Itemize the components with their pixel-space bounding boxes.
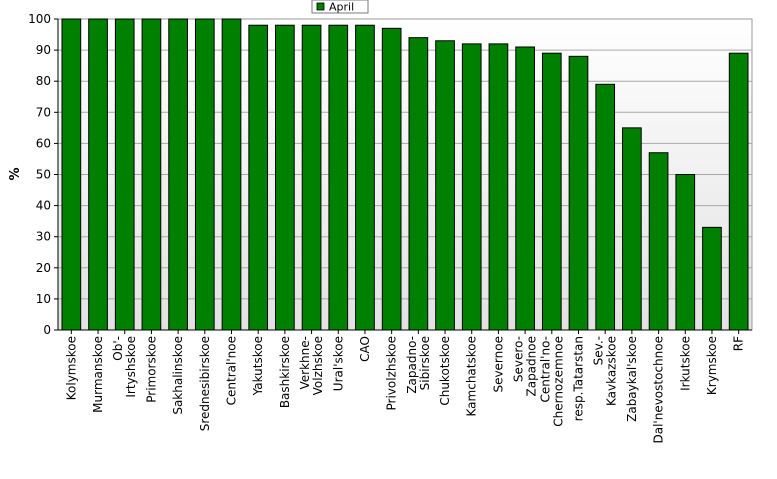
bar[interactable] bbox=[301, 24, 322, 331]
x-tick-label: Primorskoe bbox=[144, 336, 158, 403]
y-tick-label: 100 bbox=[28, 12, 51, 26]
bar[interactable] bbox=[568, 55, 589, 331]
bar[interactable] bbox=[435, 40, 455, 331]
bar[interactable] bbox=[114, 18, 135, 331]
bar[interactable] bbox=[275, 24, 295, 331]
x-axis: Kolymskoe Murmanskoe Ob'- Irtyshskoe Primors… bbox=[58, 329, 752, 444]
x-tick-label: Ob'- bbox=[111, 336, 125, 361]
y-tick-label: 80 bbox=[36, 74, 51, 88]
bar[interactable] bbox=[355, 24, 375, 331]
bar[interactable] bbox=[648, 152, 669, 331]
bar[interactable] bbox=[88, 18, 108, 331]
y-axis-label: % bbox=[8, 167, 23, 180]
bar[interactable] bbox=[248, 24, 269, 331]
bar[interactable] bbox=[221, 18, 242, 331]
x-tick-label: Bashkirskoe bbox=[278, 336, 292, 408]
bar[interactable] bbox=[488, 43, 509, 331]
x-tick-label: CAO bbox=[358, 336, 372, 362]
x-tick-label: Yakutskoe bbox=[251, 336, 265, 396]
x-tick-label: Irkutskoe bbox=[678, 336, 692, 391]
bar[interactable] bbox=[381, 27, 402, 331]
bar[interactable] bbox=[141, 18, 162, 331]
x-tick-label: Volzhskoe bbox=[311, 336, 325, 395]
x-tick-label: resp.Tatarstan bbox=[572, 336, 586, 421]
y-tick-label: 20 bbox=[36, 261, 51, 275]
legend-swatch bbox=[316, 2, 325, 11]
x-tick-label: Krymskoe bbox=[705, 336, 719, 395]
x-tick-label: Sev.- bbox=[592, 336, 606, 365]
y-tick-label: 70 bbox=[36, 105, 51, 119]
x-tick-label: Zabaykal'skoe bbox=[625, 336, 639, 422]
y-tick-label: 90 bbox=[36, 43, 51, 57]
x-tick-label: Severnoe bbox=[491, 336, 505, 393]
y-tick-label: 30 bbox=[36, 230, 51, 244]
x-tick-label: Verkhne- bbox=[298, 336, 312, 389]
x-tick-label: Kamchatskoe bbox=[465, 336, 479, 416]
x-tick-label: Chukotskoe bbox=[438, 336, 452, 406]
legend-box bbox=[311, 0, 369, 14]
x-tick-label: Murmanskoe bbox=[91, 336, 105, 413]
bar[interactable] bbox=[408, 37, 429, 331]
x-tick-label: Ural'skoe bbox=[331, 336, 345, 391]
legend[interactable]: April bbox=[311, 0, 369, 14]
x-tick-label: Central'noe bbox=[225, 336, 239, 405]
bar[interactable] bbox=[702, 226, 722, 331]
bars bbox=[61, 18, 749, 331]
x-tick-label: Zapadno- bbox=[405, 336, 419, 394]
bar[interactable] bbox=[461, 43, 482, 331]
y-tick-label: 40 bbox=[36, 199, 51, 213]
bar[interactable] bbox=[515, 46, 535, 331]
x-tick-label: Sakhalinskoe bbox=[171, 336, 185, 415]
x-tick-label: Central'no- bbox=[538, 336, 552, 403]
y-tick-label: 10 bbox=[36, 292, 51, 306]
x-tick-label: Kavkazskoe bbox=[605, 336, 619, 406]
bar[interactable] bbox=[328, 24, 349, 331]
bar[interactable] bbox=[728, 52, 749, 331]
bar[interactable] bbox=[675, 174, 696, 331]
legend-label: April bbox=[329, 1, 354, 14]
bar[interactable] bbox=[622, 127, 642, 331]
bar[interactable] bbox=[595, 83, 616, 331]
bar[interactable] bbox=[168, 18, 188, 331]
y-tick-label: 50 bbox=[36, 168, 51, 182]
x-tick-label: Severo- bbox=[512, 336, 526, 382]
x-tick-label: Dal'nevostochnoe bbox=[652, 336, 666, 444]
x-tick-label: Irtyshskoe bbox=[124, 336, 138, 398]
y-tick-label: 0 bbox=[43, 323, 51, 337]
y-axis: 0 10 20 30 40 50 60 70 80 90 100 bbox=[28, 12, 59, 337]
x-tick-label: Srednesibirskoe bbox=[198, 336, 212, 431]
bar[interactable] bbox=[541, 52, 562, 331]
x-tick-label: Privolzhskoe bbox=[385, 336, 399, 410]
y-tick-label: 60 bbox=[36, 136, 51, 150]
x-tick-label: Zapadnoe bbox=[525, 336, 539, 397]
bar[interactable] bbox=[61, 18, 82, 331]
x-tick-label: Kolymskoe bbox=[64, 336, 78, 400]
x-tick-label: Chernozemnoe bbox=[551, 336, 565, 427]
bar[interactable] bbox=[194, 18, 215, 331]
x-tick-label: RF bbox=[732, 336, 746, 351]
x-tick-label: Sibirskoe bbox=[418, 336, 432, 390]
